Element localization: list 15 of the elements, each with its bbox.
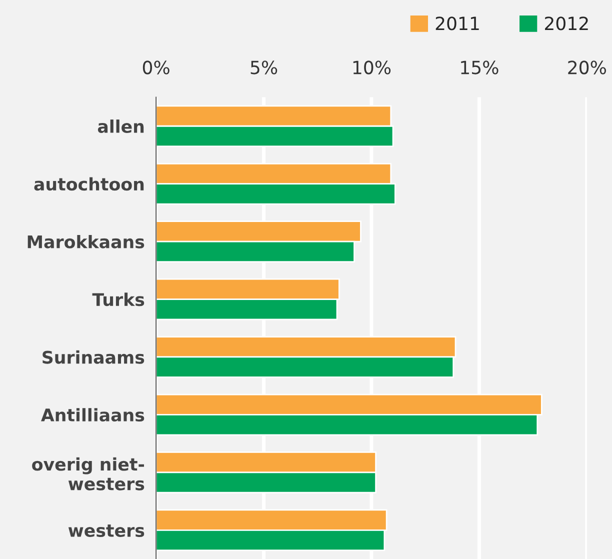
legend-label: 2011 bbox=[436, 16, 479, 30]
y-tick-label: autochtoon bbox=[34, 177, 144, 191]
legend-label: 2012 bbox=[545, 16, 588, 30]
y-tick-label: Surinaams bbox=[42, 350, 144, 364]
x-tick-label: 20% bbox=[568, 60, 606, 74]
y-tick-label: Marokkaans bbox=[28, 234, 144, 248]
y-tick-label: allen bbox=[98, 120, 144, 133]
x-tick-label: 15% bbox=[461, 60, 498, 74]
y-tick-label: Turks bbox=[92, 292, 144, 306]
y-tick-label: Antilliaans bbox=[41, 408, 144, 422]
y-tick-label: westers bbox=[68, 524, 144, 537]
x-tick-label: 5% bbox=[250, 60, 278, 74]
x-tick-label: 10% bbox=[353, 60, 391, 74]
x-tick-label: 0% bbox=[142, 60, 170, 74]
y-tick-label: overig niet- westers bbox=[32, 457, 144, 490]
